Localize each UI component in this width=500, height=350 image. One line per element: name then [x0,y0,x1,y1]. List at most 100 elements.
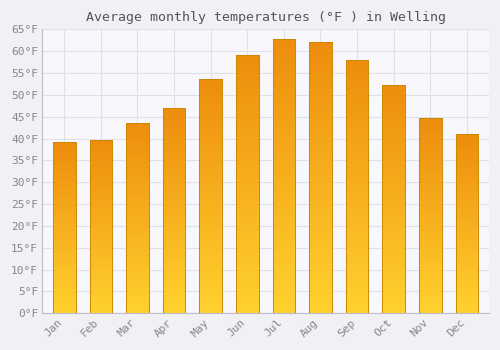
Bar [346,251,368,252]
Bar [236,225,258,227]
Bar [346,299,368,301]
Bar [126,145,149,146]
Bar [309,122,332,123]
Bar [346,80,368,81]
Bar [162,160,186,161]
Bar [272,245,295,246]
Bar [346,266,368,268]
Bar [272,164,295,165]
Bar [236,211,258,212]
Bar [162,216,186,217]
Bar [126,264,149,265]
Bar [53,238,76,239]
Bar [309,245,332,247]
Bar [309,50,332,51]
Bar [309,86,332,88]
Bar [200,158,222,159]
Bar [456,140,478,141]
Bar [346,189,368,190]
Bar [236,113,258,114]
Bar [309,137,332,138]
Bar [90,285,112,286]
Bar [272,69,295,71]
Bar [200,141,222,142]
Bar [382,127,405,128]
Bar [456,209,478,210]
Bar [456,202,478,203]
Bar [346,190,368,191]
Bar [456,217,478,218]
Bar [346,179,368,180]
Bar [236,109,258,110]
Bar [126,216,149,217]
Bar [309,110,332,111]
Bar [126,294,149,295]
Bar [200,297,222,298]
Bar [272,253,295,254]
Bar [419,205,442,206]
Bar [53,239,76,240]
Bar [162,307,186,308]
Bar [346,110,368,112]
Bar [162,200,186,201]
Bar [456,234,478,236]
Bar [419,206,442,207]
Bar [272,175,295,176]
Bar [419,141,442,142]
Bar [200,183,222,184]
Bar [162,294,186,295]
Bar [272,55,295,57]
Bar [346,202,368,203]
Bar [200,104,222,105]
Bar [90,193,112,194]
Bar [309,276,332,278]
Bar [53,184,76,185]
Bar [53,310,76,311]
Bar [162,169,186,170]
Bar [200,286,222,288]
Bar [419,290,442,291]
Bar [419,262,442,264]
Bar [126,202,149,203]
Bar [162,165,186,166]
Bar [162,185,186,186]
Bar [272,222,295,223]
Bar [309,102,332,103]
Bar [162,218,186,219]
Bar [90,180,112,181]
Bar [236,180,258,181]
Bar [53,172,76,173]
Bar [90,210,112,211]
Bar [200,291,222,292]
Bar [126,155,149,156]
Bar [272,127,295,128]
Bar [382,236,405,237]
Bar [456,282,478,283]
Bar [90,191,112,192]
Bar [162,214,186,215]
Bar [126,147,149,148]
Bar [162,122,186,123]
Bar [53,206,76,207]
Bar [90,240,112,241]
Bar [162,298,186,299]
Bar [90,175,112,176]
Bar [53,252,76,253]
Bar [126,139,149,140]
Bar [200,242,222,243]
Bar [419,200,442,201]
Bar [419,216,442,217]
Bar [236,73,258,74]
Bar [456,266,478,267]
Bar [90,295,112,296]
Bar [162,262,186,263]
Bar [456,138,478,139]
Bar [309,48,332,50]
Bar [126,129,149,130]
Bar [346,145,368,146]
Bar [162,222,186,223]
Bar [272,220,295,222]
Bar [382,177,405,178]
Bar [53,243,76,244]
Bar [419,139,442,140]
